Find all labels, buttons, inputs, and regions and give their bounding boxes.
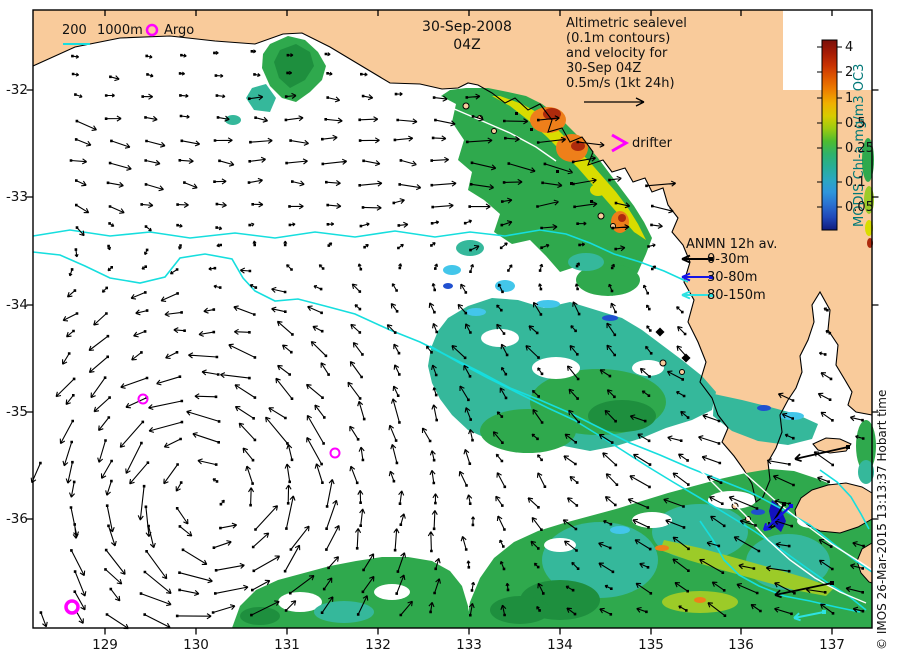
altimetry-annotation: Altimetric sealevel (0.1m contours) and …: [566, 16, 687, 91]
colorbar: [817, 39, 842, 231]
colorbar-ticks: [817, 46, 842, 208]
sealevel-contour: [699, 520, 861, 613]
lat-tick-label: -33: [5, 189, 28, 205]
argo-float-marker: [137, 393, 149, 405]
axes-frame-layer: [26, 9, 879, 635]
islet: [679, 369, 685, 375]
lon-tick-label: 137: [819, 637, 845, 653]
argo-float-marker: [64, 599, 80, 615]
map-title-time: 04Z: [453, 37, 481, 53]
annotation-line: (0.1m contours): [566, 31, 671, 46]
isobath-1000m-label: 1000m: [97, 23, 143, 38]
imos-watermark: © IMOS 26-Mar-2015 13:13:37 Hobart time: [875, 389, 889, 650]
argo-float-marker: [329, 447, 341, 459]
annotation-line: 30-Sep 04Z: [566, 61, 642, 76]
annotation-line: 0.5m/s (1kt 24h): [566, 76, 675, 91]
anmn-depth-label-30-80: 30-80m: [707, 270, 758, 285]
mooring-current-arrow: [774, 582, 833, 599]
isobath-line: [694, 464, 867, 604]
lon-tick-label: 129: [92, 637, 118, 653]
coastline-layer: [32, 8, 873, 584]
argo-legend-icon: [145, 23, 159, 37]
sealevel-contour: [32, 251, 873, 573]
sealevel-contour: [32, 229, 689, 283]
lon-tick-label: 133: [456, 637, 482, 653]
colorbar-tick-label: 0.1: [845, 175, 866, 190]
lat-tick-label: -35: [5, 404, 28, 420]
lon-tick-label: 135: [638, 637, 664, 653]
colorbar-tick-label: 1: [845, 91, 854, 106]
islet: [597, 212, 605, 220]
colorbar-tick-label: 0.25: [845, 141, 874, 156]
map-title-date: 30-Sep-2008: [422, 19, 512, 35]
anmn-legend-arrow: [681, 272, 712, 282]
anmn-depth-label-80-150: 80-150m: [707, 288, 766, 303]
mooring-current-arrow: [762, 505, 792, 532]
marker-layer: [63, 23, 850, 622]
anmn-legend-heading: ANMN 12h av.: [686, 237, 778, 252]
islet: [462, 102, 470, 110]
annotation-line: and velocity for: [566, 46, 668, 61]
lon-tick-label: 131: [274, 637, 300, 653]
lat-tick-label: -36: [5, 511, 28, 527]
anmn-depth-label-0-30: 0-30m: [707, 252, 750, 267]
islet: [491, 128, 497, 134]
anmn-legend-arrow: [681, 254, 712, 264]
isobath-line: [721, 451, 873, 571]
sealevel-contour-layer: [32, 107, 873, 613]
colorbar-tick-label: 4: [845, 40, 854, 55]
colorbar-tick-label: 2: [845, 65, 854, 80]
drifter-legend-icon: [611, 133, 630, 153]
lon-tick-label: 136: [728, 637, 754, 653]
colorbar-tick-label: 0.05: [845, 200, 874, 215]
lon-tick-label: 132: [365, 637, 391, 653]
mooring-current-arrow: [794, 446, 849, 463]
axis-ticks: [26, 10, 879, 635]
lat-tick-label: -32: [5, 82, 28, 98]
mooring-current-arrow: [793, 611, 825, 622]
argo-legend-label: Argo: [164, 23, 195, 38]
islet: [731, 502, 739, 510]
lon-tick-label: 130: [183, 637, 209, 653]
isobath-line: [451, 107, 557, 162]
velocity-arrow-layer: [30, 49, 865, 630]
lon-tick-label: 134: [547, 637, 573, 653]
colorbar-gradient: [821, 39, 838, 231]
islet: [659, 359, 667, 367]
drifter-legend-label: drifter: [632, 136, 672, 151]
sealevel-contour: [819, 469, 870, 530]
velocity-scale-arrow: [584, 97, 645, 107]
colorbar-tick-label: 0.5: [845, 116, 866, 131]
isobath-200m-label: 200: [62, 23, 87, 38]
sealevel-contour: [429, 345, 867, 611]
annotation-line: Altimetric sealevel: [566, 16, 687, 31]
lat-tick-label: -34: [5, 297, 28, 313]
anmn-legend-arrow: [681, 290, 712, 300]
